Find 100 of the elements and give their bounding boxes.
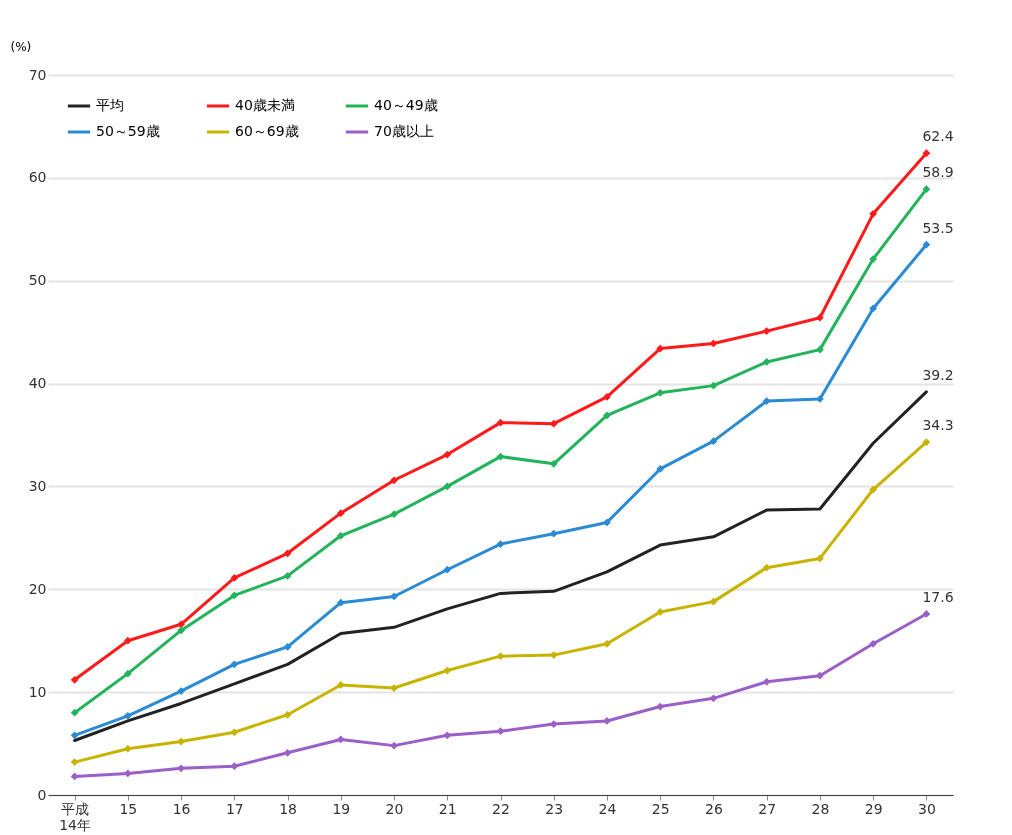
point xyxy=(443,731,452,740)
x-tick-label: 26 xyxy=(705,800,723,817)
point xyxy=(70,731,79,740)
x-tick-label: 20 xyxy=(385,800,404,817)
point xyxy=(816,554,824,563)
point xyxy=(123,636,132,645)
point xyxy=(177,687,185,695)
legend-label: 60～69歳 xyxy=(235,123,299,139)
point xyxy=(869,255,878,263)
point xyxy=(177,764,185,773)
point xyxy=(70,758,79,766)
y-axis-title: (%) xyxy=(10,39,32,54)
point xyxy=(230,574,239,582)
point xyxy=(709,437,718,446)
point xyxy=(443,482,452,491)
x-tick-label: 21 xyxy=(438,800,457,817)
point xyxy=(390,592,398,601)
point xyxy=(70,772,79,781)
point xyxy=(922,610,931,618)
y-tick-label: 70 xyxy=(28,66,47,83)
x-tick-label: 23 xyxy=(545,800,564,817)
x-tick-label: 29 xyxy=(864,800,883,817)
x-tick-label: 28 xyxy=(811,800,830,817)
y-tick-label: 30 xyxy=(28,477,47,494)
point xyxy=(762,358,771,366)
x-tick-label: 30 xyxy=(917,800,936,817)
legend-label: 40歳未満 xyxy=(235,97,295,113)
point xyxy=(816,671,824,680)
point xyxy=(762,677,771,686)
point xyxy=(603,639,611,648)
point xyxy=(869,485,878,494)
point xyxy=(336,531,345,540)
y-tick-label: 50 xyxy=(28,272,47,289)
point xyxy=(496,540,505,548)
point xyxy=(123,669,132,678)
x-tick-label: 17 xyxy=(225,800,244,817)
point xyxy=(230,728,239,737)
point xyxy=(230,762,239,771)
x-tick-label: 27 xyxy=(758,800,777,817)
point xyxy=(123,769,132,778)
point xyxy=(177,626,185,635)
y-tick-label: 10 xyxy=(28,683,47,700)
point xyxy=(922,149,931,158)
point xyxy=(336,509,345,518)
point xyxy=(656,388,665,397)
point xyxy=(177,737,185,746)
point xyxy=(656,465,665,473)
legend-label: 平均 xyxy=(96,97,124,113)
x-tick-label: 24 xyxy=(598,800,617,817)
point xyxy=(336,735,345,744)
point xyxy=(70,708,79,717)
point xyxy=(762,327,771,335)
point xyxy=(656,344,665,353)
point xyxy=(603,518,611,527)
point xyxy=(549,529,558,538)
data-label: 53.5 xyxy=(922,219,954,236)
x-tick-label: 15 xyxy=(119,800,138,817)
data-label: 17.6 xyxy=(922,588,954,605)
point xyxy=(336,681,345,689)
point xyxy=(283,710,292,719)
point xyxy=(70,675,79,684)
point xyxy=(869,304,878,313)
point xyxy=(922,185,931,194)
point xyxy=(123,711,132,720)
legend-label: 50～59歳 xyxy=(96,123,160,139)
point xyxy=(283,572,292,580)
point xyxy=(496,418,505,427)
x-tick-label: 18 xyxy=(279,800,297,817)
point xyxy=(709,694,718,703)
point xyxy=(390,510,398,519)
point xyxy=(922,240,931,249)
point xyxy=(230,591,239,600)
data-label: 62.4 xyxy=(922,128,954,145)
point xyxy=(390,741,398,750)
point xyxy=(762,397,771,405)
point xyxy=(230,660,239,669)
point xyxy=(922,438,931,447)
point xyxy=(496,652,505,661)
point xyxy=(816,345,824,354)
x-tick-label: 平成 14年 xyxy=(59,800,92,833)
point xyxy=(656,608,665,616)
y-tick-label: 60 xyxy=(28,169,47,186)
legend-label: 70歳以上 xyxy=(374,123,434,139)
y-tick-label: 20 xyxy=(28,580,47,597)
y-tick-label: 0 xyxy=(37,786,47,803)
x-tick-label: 25 xyxy=(651,800,670,817)
point xyxy=(656,702,665,711)
point xyxy=(443,450,452,459)
y-tick-label: 40 xyxy=(28,375,47,392)
x-tick-label: 22 xyxy=(492,800,510,817)
point xyxy=(123,744,132,753)
point xyxy=(283,643,292,651)
point xyxy=(443,565,452,574)
point xyxy=(709,597,718,606)
point xyxy=(390,476,398,485)
point xyxy=(283,549,292,558)
point xyxy=(549,459,558,468)
x-tick-label: 16 xyxy=(172,800,191,817)
point xyxy=(762,563,771,572)
legend-label: 40～49歳 xyxy=(374,97,438,113)
